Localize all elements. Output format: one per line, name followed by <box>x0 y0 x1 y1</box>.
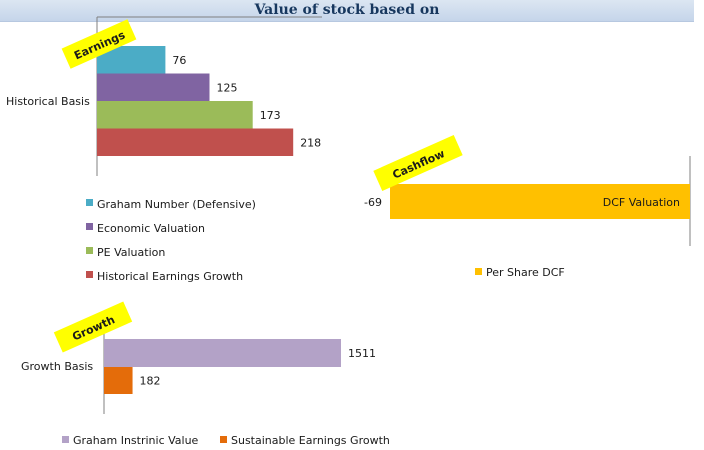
legend-swatch-pe-valuation <box>86 247 93 254</box>
data-label-sustainable-earnings-growth: 182 <box>140 375 161 388</box>
legend-label-per-share-dcf: Per Share DCF <box>486 266 565 279</box>
legend-swatch-graham-number-defensive <box>86 199 93 206</box>
legend-swatch-sustainable-earnings-growth <box>220 436 227 443</box>
bar-per-share-dcf <box>390 184 690 219</box>
earnings-category-label: Historical Basis <box>6 95 90 108</box>
earnings-tag-bg <box>61 19 137 69</box>
legend-label-sustainable-earnings-growth: Sustainable Earnings Growth <box>231 434 390 447</box>
legend-swatch-economic-valuation <box>86 223 93 230</box>
cashflow-tag: Cashflow <box>373 135 463 191</box>
legend-label-historical-earnings-growth: Historical Earnings Growth <box>97 270 243 283</box>
data-label-graham-instrinic-value: 1511 <box>348 347 376 360</box>
legend-label-graham-instrinic-value: Graham Instrinic Value <box>73 434 199 447</box>
data-label-per-share-dcf: -69 <box>364 196 382 209</box>
earnings-chart: Historical Basis 76 125 173 218 Graham Number… <box>6 16 322 283</box>
legend-label-pe-valuation: PE Valuation <box>97 246 165 259</box>
bar-sustainable-earnings-growth <box>104 367 133 394</box>
data-label-pe-valuation: 173 <box>260 109 281 122</box>
growth-chart: Growth Basis 1511 182 Graham Instrinic Valu… <box>21 301 390 447</box>
bar-pe-valuation <box>97 101 253 129</box>
legend-label-graham-number-defensive: Graham Number (Defensive) <box>97 198 256 211</box>
cashflow-category-label: DCF Valuation <box>603 196 680 209</box>
growth-tag-bg <box>53 301 133 353</box>
data-label-graham-number-defensive: 76 <box>172 54 186 67</box>
bar-graham-instrinic-value <box>104 339 341 367</box>
cashflow-tag-bg <box>373 135 463 191</box>
legend-label-economic-valuation: Economic Valuation <box>97 222 205 235</box>
data-label-economic-valuation: 125 <box>217 81 238 94</box>
legend-swatch-graham-instrinic-value <box>62 436 69 443</box>
legend-swatch-per-share-dcf <box>475 268 482 275</box>
bar-economic-valuation <box>97 73 210 101</box>
data-label-historical-earnings-growth: 218 <box>300 136 321 149</box>
growth-category-label: Growth Basis <box>21 360 93 373</box>
cashflow-chart: -69 DCF Valuation Per Share DCF Cashflow <box>364 135 691 279</box>
legend-swatch-historical-earnings-growth <box>86 271 93 278</box>
bar-historical-earnings-growth <box>97 128 294 156</box>
